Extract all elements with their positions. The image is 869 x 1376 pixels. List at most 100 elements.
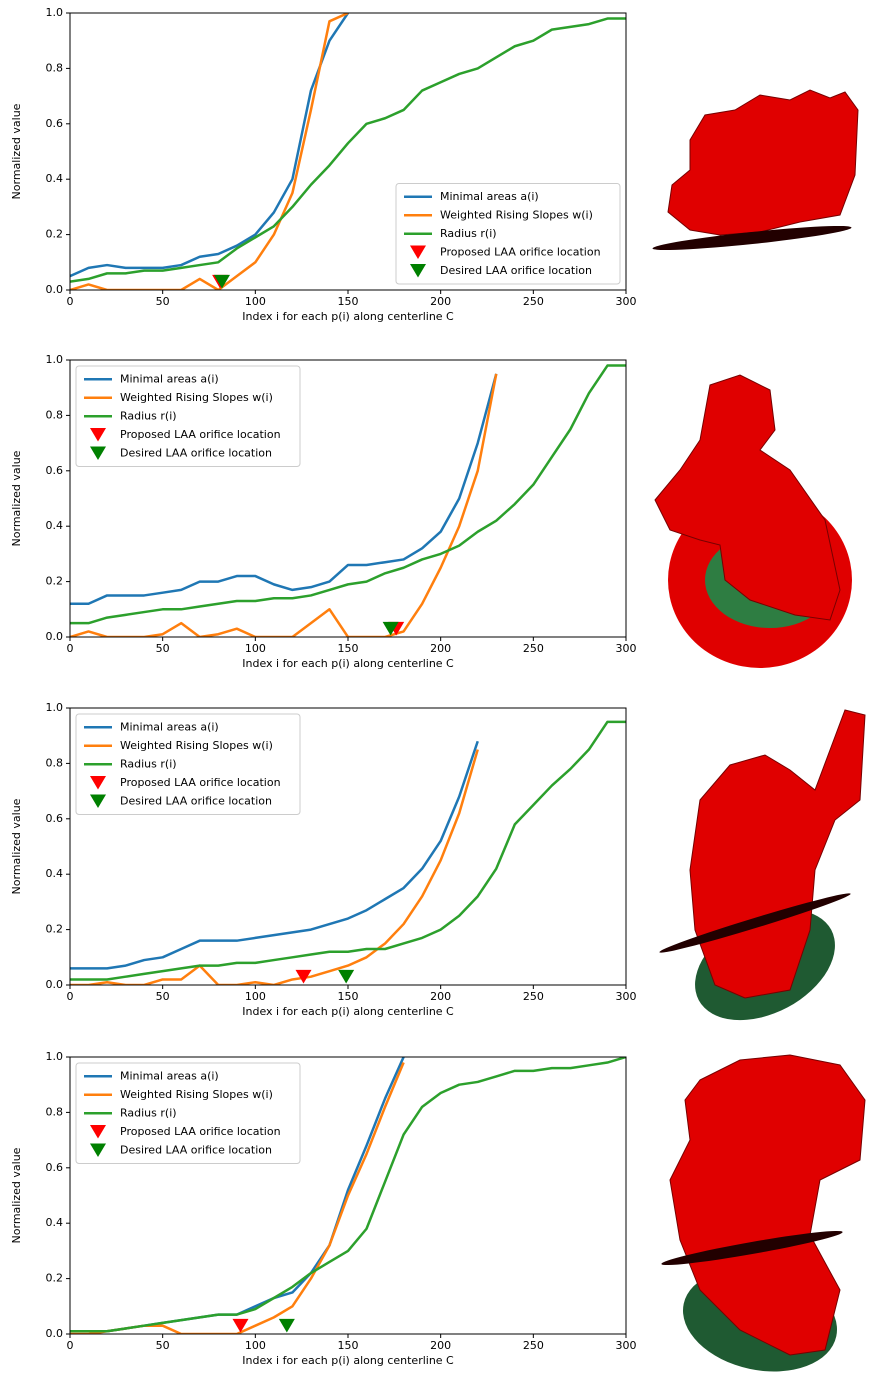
y-tick-label: 1.0 [46,1050,64,1063]
series-line [70,1057,626,1333]
series-line [70,373,498,637]
x-tick-label: 0 [67,1339,74,1352]
legend-label: Radius r(i) [120,757,177,770]
axes-frame [69,12,627,291]
render-3 [659,709,866,1021]
x-tick-label: 50 [156,642,170,655]
y-tick-label: 0.4 [46,519,64,532]
series-line [70,749,479,985]
plot-area [70,1057,626,1334]
y-tick-label: 0.4 [46,867,64,880]
axes-frame [69,707,627,986]
legend-swatch [90,446,106,461]
chart: 0.0 0.2 0.4 0.6 0.8 1.0 0 50 100 150 200 250 300 Inde… [10,6,637,323]
y-tick-label: 0.6 [46,117,64,130]
series-line [70,720,626,981]
y-tick-label: 0.0 [46,978,64,991]
legend-box [75,1062,301,1164]
render-1 [652,89,859,251]
x-axis-label: Index i for each p(i) along centerline C [242,1354,454,1367]
orifice-marker [232,1318,249,1333]
legend-swatch [410,263,426,278]
y-tick-label: 0.2 [46,228,64,241]
legend-swatch [90,1124,106,1139]
laa-render [689,709,866,999]
y-tick-label: 0.2 [46,923,64,936]
series-line [70,13,349,290]
x-tick-label: 50 [156,295,170,308]
x-tick-label: 300 [616,990,637,1003]
legend-label: Weighted Rising Slopes w(i) [440,208,593,221]
y-tick-label: 0.8 [46,408,64,421]
x-tick-label: 100 [245,642,266,655]
legend-label: Desired LAA orifice location [120,1143,272,1156]
legend: Minimal areas a(i) Weighted Rising Slopes… [75,365,301,467]
x-tick-label: 0 [67,990,74,1003]
x-tick-label: 50 [156,1339,170,1352]
series-line [70,17,626,283]
laa-render [654,374,841,621]
legend-label: Proposed LAA orifice location [440,245,601,258]
y-axis-label: Normalized value [10,798,23,894]
x-tick-label: 0 [67,295,74,308]
x-tick-label: 300 [616,295,637,308]
legend-label: Minimal areas a(i) [440,190,539,203]
y-tick-label: 0.8 [46,61,64,74]
orifice-marker [338,969,355,984]
legend-label: Desired LAA orifice location [120,794,272,807]
legend-swatch [90,794,106,809]
legend-label: Weighted Rising Slopes w(i) [120,739,273,752]
laa-render [669,1054,866,1356]
y-tick-label: 0.0 [46,630,64,643]
legend-label: Minimal areas a(i) [120,372,219,385]
x-tick-label: 50 [156,990,170,1003]
legend-swatch [410,245,426,260]
legend-box [395,183,621,285]
legend-label: Radius r(i) [120,409,177,422]
plane [652,225,852,251]
orifice-marker [295,969,312,984]
y-tick-label: 0.6 [46,1161,64,1174]
x-tick-label: 300 [616,642,637,655]
y-tick-label: 0.6 [46,464,64,477]
legend-box [75,713,301,815]
legend-label: Desired LAA orifice location [440,264,592,277]
x-tick-label: 200 [430,642,451,655]
legend-swatch [90,1143,106,1158]
plot-area [70,13,626,290]
series-line [70,364,626,625]
legend-label: Minimal areas a(i) [120,1069,219,1082]
legend-label: Desired LAA orifice location [120,446,272,459]
y-tick-label: 0.2 [46,1272,64,1285]
y-axis-label: Normalized value [10,450,23,546]
x-tick-label: 150 [338,295,359,308]
x-tick-label: 250 [523,1339,544,1352]
x-tick-label: 100 [245,1339,266,1352]
series-line [70,13,350,278]
plane-edge [661,1230,843,1266]
x-tick-label: 0 [67,642,74,655]
y-tick-label: 0.4 [46,1216,64,1229]
x-tick-label: 200 [430,295,451,308]
y-tick-label: 1.0 [46,6,64,19]
chart: 0.0 0.2 0.4 0.6 0.8 1.0 0 50 100 150 200 250 300 Inde… [10,1050,637,1367]
x-tick-label: 300 [616,1339,637,1352]
legend: Minimal areas a(i) Weighted Rising Slopes… [75,713,301,815]
x-tick-label: 100 [245,990,266,1003]
legend-label: Proposed LAA orifice location [120,428,281,441]
x-tick-label: 100 [245,295,266,308]
orifice-marker [213,274,230,289]
x-axis-label: Index i for each p(i) along centerline C [242,1005,454,1018]
plot-area [70,720,626,985]
y-tick-label: 0.8 [46,756,64,769]
render-4 [661,1054,866,1372]
y-axis-label: Normalized value [10,103,23,199]
x-tick-label: 250 [523,990,544,1003]
y-tick-label: 1.0 [46,701,64,714]
legend-label: Minimal areas a(i) [120,720,219,733]
axes-frame [69,1056,627,1335]
y-tick-label: 0.6 [46,812,64,825]
y-tick-label: 0.8 [46,1105,64,1118]
laa-render [667,89,859,236]
